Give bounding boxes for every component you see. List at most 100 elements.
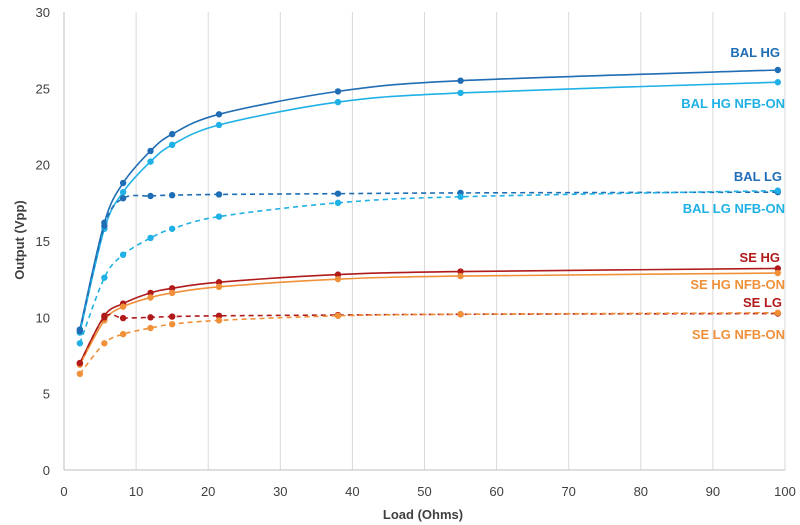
series-se-hg-nfb-on: [76, 269, 781, 368]
data-point: [168, 192, 176, 199]
data-point: [168, 141, 176, 149]
data-point: [147, 234, 154, 242]
series-se-hg: [76, 265, 781, 367]
data-point: [119, 330, 127, 338]
data-point: [119, 179, 127, 187]
series-group: [76, 66, 781, 378]
series-label: BAL LG: [734, 169, 782, 184]
series-line: [79, 312, 778, 364]
series-bal-lg-nfb-on: [76, 187, 781, 347]
data-point: [168, 321, 176, 328]
series-line: [79, 267, 778, 364]
data-point: [457, 193, 464, 200]
data-point: [76, 327, 84, 335]
data-point: [334, 190, 342, 197]
x-axis-title: Load (Ohms): [383, 507, 463, 522]
x-tick-label: 30: [273, 484, 287, 499]
data-point: [119, 188, 127, 196]
data-point: [774, 309, 781, 316]
data-point: [774, 187, 781, 194]
series-line: [79, 191, 778, 332]
data-point: [147, 192, 154, 200]
data-point: [119, 251, 127, 258]
data-point: [334, 88, 342, 95]
y-tick-label: 15: [36, 234, 50, 249]
y-tick-label: 30: [36, 5, 50, 20]
x-tick-label: 40: [345, 484, 359, 499]
data-point: [76, 340, 84, 347]
series-se-lg-nfb-on: [76, 309, 781, 378]
series-labels: BAL HG BAL HG NFB-ON BAL LG BAL LG NFB-ON SE…: [681, 45, 785, 342]
data-point: [457, 311, 464, 318]
series-line: [79, 311, 778, 375]
data-point: [215, 213, 223, 220]
series-line: [79, 69, 778, 330]
series-bal-hg: [76, 66, 781, 333]
data-point: [774, 265, 781, 272]
data-point: [119, 195, 127, 202]
series-line: [79, 81, 778, 333]
data-point: [774, 66, 781, 74]
data-point: [215, 121, 223, 129]
series-label: BAL HG NFB-ON: [681, 96, 785, 111]
series-label: SE LG: [743, 295, 782, 310]
series-label: SE HG NFB-ON: [690, 277, 785, 292]
data-point: [215, 317, 223, 324]
y-tick-label: 0: [43, 463, 50, 478]
y-tick-label: 20: [36, 158, 50, 173]
x-tick-label: 50: [417, 484, 431, 499]
series-se-lg: [76, 310, 781, 367]
data-point: [774, 79, 781, 86]
data-point: [147, 324, 154, 332]
x-tick-label: 60: [489, 484, 503, 499]
data-point: [147, 158, 154, 165]
y-axis-title: Output (Vpp): [12, 200, 27, 279]
data-point: [457, 89, 464, 97]
data-point: [334, 275, 342, 283]
x-tick-label: 20: [201, 484, 215, 499]
data-point: [147, 147, 154, 155]
series-label: SE LG NFB-ON: [692, 327, 785, 342]
y-tick-label: 10: [36, 310, 50, 325]
x-tick-label: 10: [129, 484, 143, 499]
data-point: [457, 77, 464, 84]
x-tick-label: 90: [706, 484, 720, 499]
data-point: [147, 314, 154, 321]
data-point: [76, 370, 84, 378]
data-point: [168, 130, 176, 138]
series-label: BAL HG: [730, 45, 780, 60]
data-point: [119, 303, 127, 310]
data-point: [215, 191, 223, 198]
series-line: [79, 189, 778, 344]
data-point: [147, 289, 154, 297]
series-line: [79, 272, 778, 366]
axes: 0 10 20 30 40 50 60 70 80 90 100 0 5 10 15 20 25 30: [36, 5, 796, 499]
data-point: [101, 222, 108, 229]
data-point: [101, 340, 108, 347]
data-point: [147, 294, 154, 301]
series-label: BAL LG NFB-ON: [683, 201, 785, 216]
data-point: [774, 269, 781, 277]
data-point: [168, 313, 176, 320]
data-point: [168, 289, 176, 297]
x-tick-label: 0: [60, 484, 67, 499]
data-point: [215, 279, 223, 286]
data-point: [457, 268, 464, 275]
series-bal-hg-nfb-on: [76, 79, 781, 336]
data-point: [168, 225, 176, 232]
y-tick-label: 25: [36, 81, 50, 96]
data-point: [101, 274, 108, 281]
data-point: [334, 199, 342, 207]
data-point: [334, 312, 342, 320]
data-point: [215, 283, 223, 290]
data-point: [119, 314, 127, 322]
series-label: SE HG: [740, 250, 780, 265]
x-tick-label: 70: [561, 484, 575, 499]
data-point: [215, 111, 223, 118]
data-point: [334, 271, 342, 278]
data-point: [334, 98, 342, 106]
x-tick-label: 100: [774, 484, 796, 499]
data-point: [215, 312, 223, 320]
data-point: [76, 359, 84, 367]
x-tick-label: 80: [634, 484, 648, 499]
